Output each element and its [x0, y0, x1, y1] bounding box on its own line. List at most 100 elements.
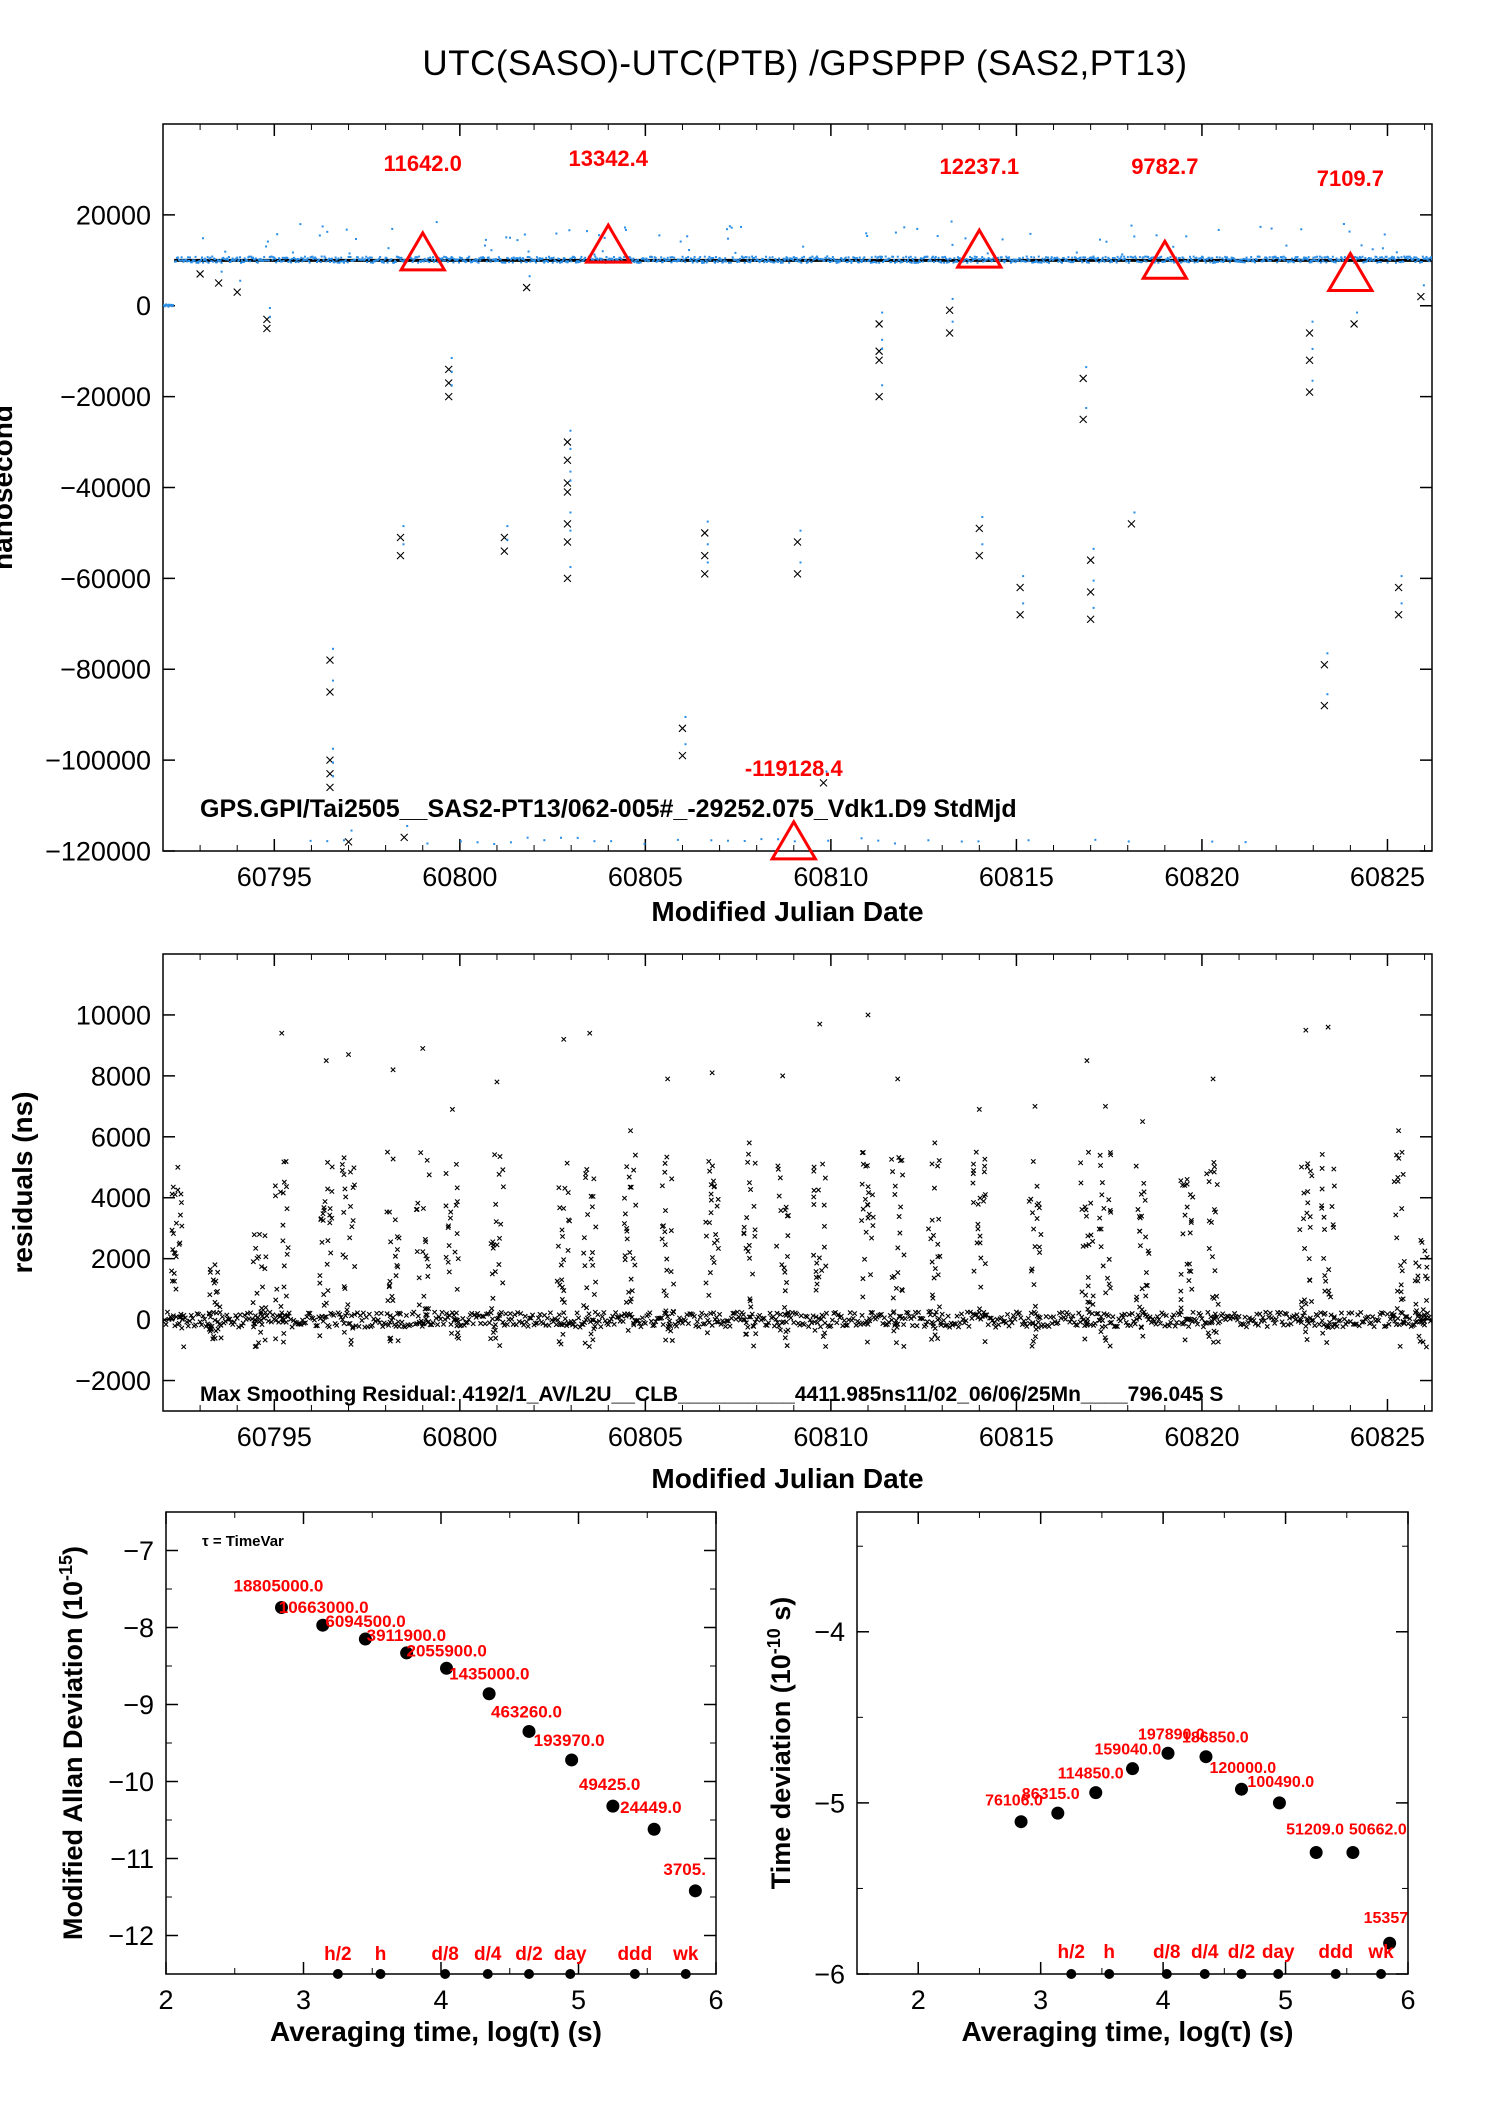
raw-point [934, 255, 937, 258]
residual-mark [865, 1184, 871, 1190]
raw-point [764, 260, 767, 263]
raw-point [966, 261, 969, 264]
residual-mark [408, 1322, 414, 1328]
residual-mark [423, 1316, 429, 1322]
residual-mark [841, 1317, 847, 1324]
residual-mark [709, 1163, 716, 1169]
residual-mark [420, 1321, 426, 1327]
mdev-time-mark-dot [680, 1969, 691, 1979]
residual-mark [456, 1335, 462, 1341]
raw-point [932, 260, 935, 263]
residual-mark [1322, 1273, 1328, 1279]
residual-mark [1178, 1178, 1184, 1184]
residual-mark [706, 1292, 712, 1298]
residual-mark [1096, 1226, 1102, 1232]
raw-point [479, 259, 482, 262]
raw-point [552, 256, 555, 259]
residual-mark [1426, 1314, 1432, 1320]
residual-mark [621, 1195, 628, 1201]
residual-mark [213, 1278, 219, 1284]
raw-point [1176, 259, 1179, 262]
raw-point [1150, 256, 1153, 259]
raw-point [219, 259, 222, 262]
raw-point [567, 260, 570, 263]
residual-mark [276, 1319, 282, 1325]
residual-mark [662, 1207, 669, 1214]
raw-point [952, 261, 955, 264]
residual-mark [455, 1330, 461, 1336]
residual-mark [500, 1319, 506, 1325]
outlier-mark [563, 488, 572, 496]
raw-point [1252, 260, 1255, 263]
residual-peak-mark [1184, 1176, 1190, 1183]
residual-mark [321, 1291, 327, 1298]
raw-point [783, 259, 786, 262]
residual-mark [351, 1165, 357, 1171]
residual-mark [583, 1171, 589, 1177]
raw-point [1201, 256, 1204, 259]
residual-mark [522, 1313, 528, 1319]
raw-point [459, 840, 462, 843]
raw-point [1115, 261, 1118, 264]
residual-mark [1404, 1314, 1410, 1320]
residual-mark [678, 1317, 684, 1323]
raw-point [600, 257, 603, 260]
residual-mark [1298, 1317, 1304, 1323]
raw-point [1382, 257, 1385, 260]
raw-point [877, 256, 880, 259]
residual-mark [1036, 1314, 1042, 1320]
raw-point [1134, 255, 1137, 258]
raw-point [278, 257, 281, 260]
raw-point [1242, 257, 1245, 260]
residual-mark [890, 1295, 896, 1301]
residual-mark [1325, 1323, 1331, 1329]
residual-mark [1122, 1311, 1128, 1317]
raw-point [718, 256, 721, 259]
residual-mark [500, 1280, 506, 1286]
residual-mark [416, 1302, 422, 1308]
raw-point [1140, 261, 1143, 264]
residual-mark [237, 1312, 243, 1318]
raw-point [717, 258, 720, 261]
raw-point [1316, 255, 1319, 258]
residual-mark [1143, 1282, 1149, 1288]
residual-mark [896, 1213, 902, 1220]
outlier-mark [1079, 374, 1088, 383]
raw-point [708, 255, 711, 258]
raw-point [429, 256, 432, 259]
raw-point [632, 257, 635, 260]
residual-mark [1035, 1319, 1041, 1325]
residual-mark [422, 1306, 428, 1312]
residual-mark [975, 1226, 981, 1232]
residual-mark [1082, 1204, 1088, 1210]
residual-mark [1182, 1212, 1188, 1218]
raw-point [1369, 257, 1372, 260]
raw-point [958, 257, 961, 260]
residual-mark [1297, 1227, 1303, 1233]
raw-point [646, 258, 649, 261]
raw-point [1299, 260, 1302, 263]
raw-point [1403, 255, 1406, 258]
raw-point [1203, 259, 1206, 262]
residual-mark [1415, 1273, 1421, 1279]
raw-point [630, 260, 633, 263]
raw-point [886, 258, 889, 261]
residual-mark [170, 1313, 176, 1319]
marker-value-label: 11642.0 [384, 151, 462, 176]
raw-point [1168, 259, 1171, 262]
residual-mark [1062, 1316, 1068, 1322]
mdev-point [482, 1687, 496, 1701]
residual-mark [586, 1343, 592, 1349]
residual-mark [975, 1315, 981, 1321]
residual-mark [663, 1308, 669, 1314]
residual-mark [1083, 1213, 1090, 1219]
raw-outlier-point [450, 357, 453, 360]
residual-mark [1077, 1319, 1083, 1325]
residual-mark [1028, 1196, 1034, 1202]
residual-mark [743, 1245, 749, 1251]
raw-point [398, 256, 401, 259]
raw-point [356, 256, 359, 259]
residual-mark [867, 1318, 873, 1324]
residuals-xlabel: Modified Julian Date [651, 1463, 923, 1494]
raw-point [793, 840, 796, 843]
